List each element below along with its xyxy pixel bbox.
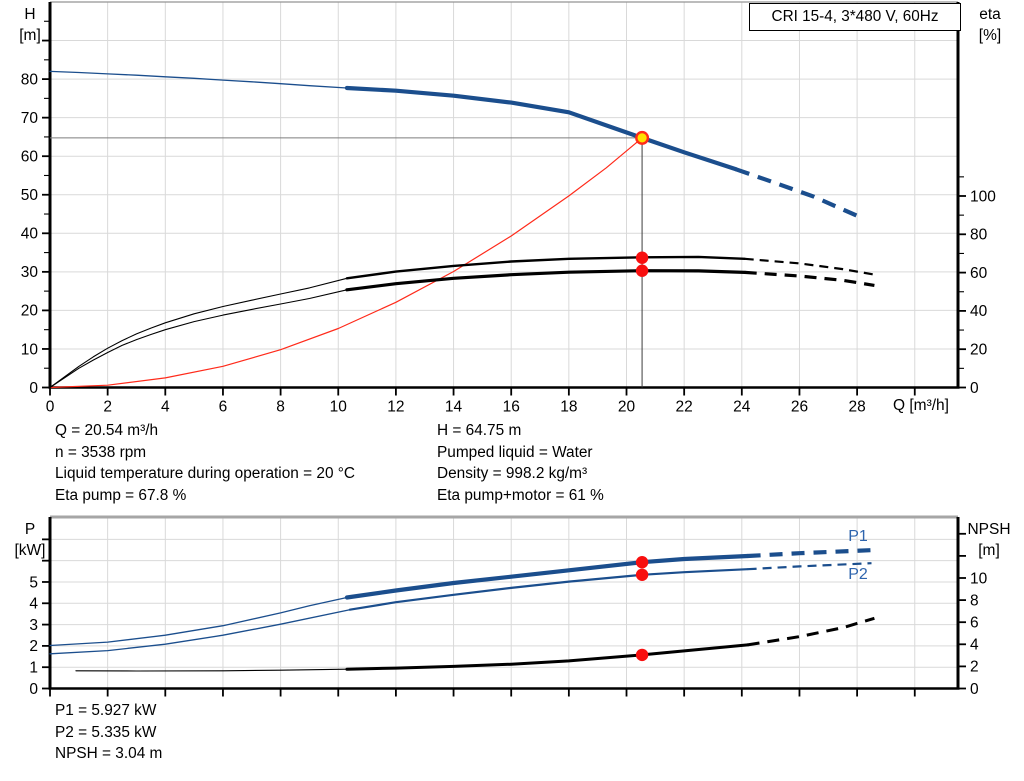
right-tick-label: 2 bbox=[970, 659, 979, 676]
left-tick-label: 1 bbox=[29, 659, 38, 676]
p-axis-label-symbol: P bbox=[24, 521, 36, 538]
eta-pump-motor-extrapolated bbox=[744, 270, 875, 287]
left-tick-label: 40 bbox=[21, 226, 39, 243]
eta-pump-motor bbox=[345, 269, 747, 292]
eta-axis-label-unit: [%] bbox=[978, 27, 1002, 44]
p1-curve-extrapolated bbox=[747, 547, 875, 559]
right-tick-label: 0 bbox=[970, 681, 979, 698]
x-tick-label: 16 bbox=[503, 399, 520, 416]
info-density: Density = 998.2 kg/m³ bbox=[437, 465, 588, 483]
x-tick-label: 28 bbox=[848, 399, 865, 416]
x-tick-label: 8 bbox=[276, 399, 285, 416]
eta-pump-motor-marker bbox=[635, 264, 649, 277]
h-axis-label-symbol: H bbox=[24, 6, 36, 23]
info-eta-pump: Eta pump = 67.8 % bbox=[55, 487, 187, 505]
q-axis-label: Q [m³/h] bbox=[893, 397, 949, 414]
h-axis-label-unit: [m] bbox=[19, 27, 41, 44]
operating-data-left: Q = 20.54 m³/h n = 3538 rpm Liquid tempe… bbox=[55, 420, 355, 507]
npsh-curve bbox=[345, 643, 750, 671]
x-tick-label: 22 bbox=[676, 399, 693, 416]
x-tick-label: 0 bbox=[46, 399, 55, 416]
left-tick-label: 50 bbox=[21, 187, 39, 204]
eta-pump-thin bbox=[49, 277, 348, 389]
info-pumped-liquid: Pumped liquid = Water bbox=[437, 443, 593, 461]
left-tick-label: 20 bbox=[21, 303, 39, 320]
power-npsh-data: P1 = 5.927 kW P2 = 5.335 kW NPSH = 3.04 … bbox=[55, 700, 162, 765]
left-tick-label: 10 bbox=[21, 341, 39, 358]
left-tick-label: 5 bbox=[29, 574, 38, 591]
right-tick-label: 40 bbox=[970, 303, 988, 320]
head-curve-thin bbox=[49, 70, 348, 89]
right-tick-label: 6 bbox=[970, 614, 979, 631]
right-tick-label: 0 bbox=[970, 380, 979, 397]
right-tick-label: 60 bbox=[970, 265, 988, 282]
p1-curve-label: P1 bbox=[848, 528, 868, 545]
p2-marker bbox=[635, 568, 649, 581]
x-tick-label: 18 bbox=[560, 399, 577, 416]
eta-axis-label-symbol: eta bbox=[979, 6, 1001, 23]
info-flow: Q = 20.54 m³/h bbox=[55, 422, 159, 439]
right-tick-label: 4 bbox=[970, 637, 979, 654]
x-tick-label: 14 bbox=[445, 399, 463, 416]
p2-curve-thin bbox=[49, 609, 351, 655]
left-tick-label: 2 bbox=[29, 638, 38, 655]
left-tick-label: 4 bbox=[29, 596, 38, 613]
head-curve-extrapolated bbox=[735, 167, 864, 221]
system-curve bbox=[49, 137, 643, 389]
info-head: H = 64.75 m bbox=[437, 422, 522, 439]
h-axis-label: H [m] bbox=[6, 4, 54, 46]
npsh-curve-extrapolated bbox=[747, 616, 875, 647]
npsh-curve-thin bbox=[75, 668, 348, 672]
left-tick-label: 0 bbox=[29, 681, 38, 698]
head-curve bbox=[344, 85, 739, 172]
p2-curve-label: P2 bbox=[848, 566, 868, 583]
p1-marker bbox=[635, 556, 649, 569]
left-tick-label: 0 bbox=[29, 380, 38, 397]
info-p1: P1 = 5.927 kW bbox=[55, 702, 157, 719]
x-tick-label: 6 bbox=[219, 399, 228, 416]
right-tick-label: 8 bbox=[970, 592, 979, 609]
duty-point-marker bbox=[635, 130, 650, 145]
operating-data-right: H = 64.75 m Pumped liquid = Water Densit… bbox=[437, 420, 604, 507]
npsh-axis-label: NPSH [m] bbox=[958, 519, 1020, 561]
left-tick-label: 30 bbox=[21, 264, 39, 281]
p1-curve bbox=[344, 553, 750, 600]
right-tick-label: 10 bbox=[970, 570, 988, 587]
eta-pump-marker bbox=[635, 251, 649, 264]
npsh-axis-label-unit: [m] bbox=[978, 542, 1000, 559]
x-tick-label: 4 bbox=[161, 399, 170, 416]
info-eta-pump-motor: Eta pump+motor = 61 % bbox=[437, 487, 604, 505]
x-tick-label: 20 bbox=[618, 399, 636, 416]
npsh-marker bbox=[635, 648, 649, 662]
x-tick-label: 24 bbox=[733, 399, 751, 416]
x-tick-label: 26 bbox=[791, 399, 808, 416]
right-tick-label: 100 bbox=[970, 188, 996, 205]
info-npsh: NPSH = 3.04 m bbox=[55, 745, 163, 763]
x-tick-label: 12 bbox=[387, 399, 404, 416]
p2-curve bbox=[348, 568, 749, 611]
p-axis-label: P [kW] bbox=[6, 519, 54, 561]
p2-curve-extrapolated bbox=[747, 562, 872, 571]
x-tick-label: 2 bbox=[103, 399, 112, 416]
p-axis-label-unit: [kW] bbox=[14, 542, 46, 559]
left-tick-label: 80 bbox=[21, 71, 39, 88]
info-liquid-temperature: Liquid temperature during operation = 20… bbox=[55, 465, 356, 483]
info-p2: P2 = 5.335 kW bbox=[55, 723, 157, 741]
eta-axis-label: eta [%] bbox=[964, 4, 1016, 46]
npsh-axis-label-symbol: NPSH bbox=[967, 521, 1011, 538]
right-tick-label: 80 bbox=[970, 227, 988, 244]
right-tick-label: 20 bbox=[970, 341, 988, 358]
eta-pump bbox=[345, 255, 746, 280]
eta-pump-extrapolated bbox=[744, 257, 878, 277]
eta-pump-motor-thin bbox=[49, 289, 348, 389]
left-tick-label: 60 bbox=[21, 149, 39, 166]
left-tick-label: 70 bbox=[21, 110, 39, 127]
info-speed: n = 3538 rpm bbox=[55, 443, 147, 461]
x-tick-label: 10 bbox=[330, 399, 348, 416]
pump-title-box: CRI 15-4, 3*480 V, 60Hz bbox=[749, 3, 961, 31]
left-tick-label: 3 bbox=[29, 617, 38, 634]
p1-curve-thin bbox=[49, 596, 348, 647]
